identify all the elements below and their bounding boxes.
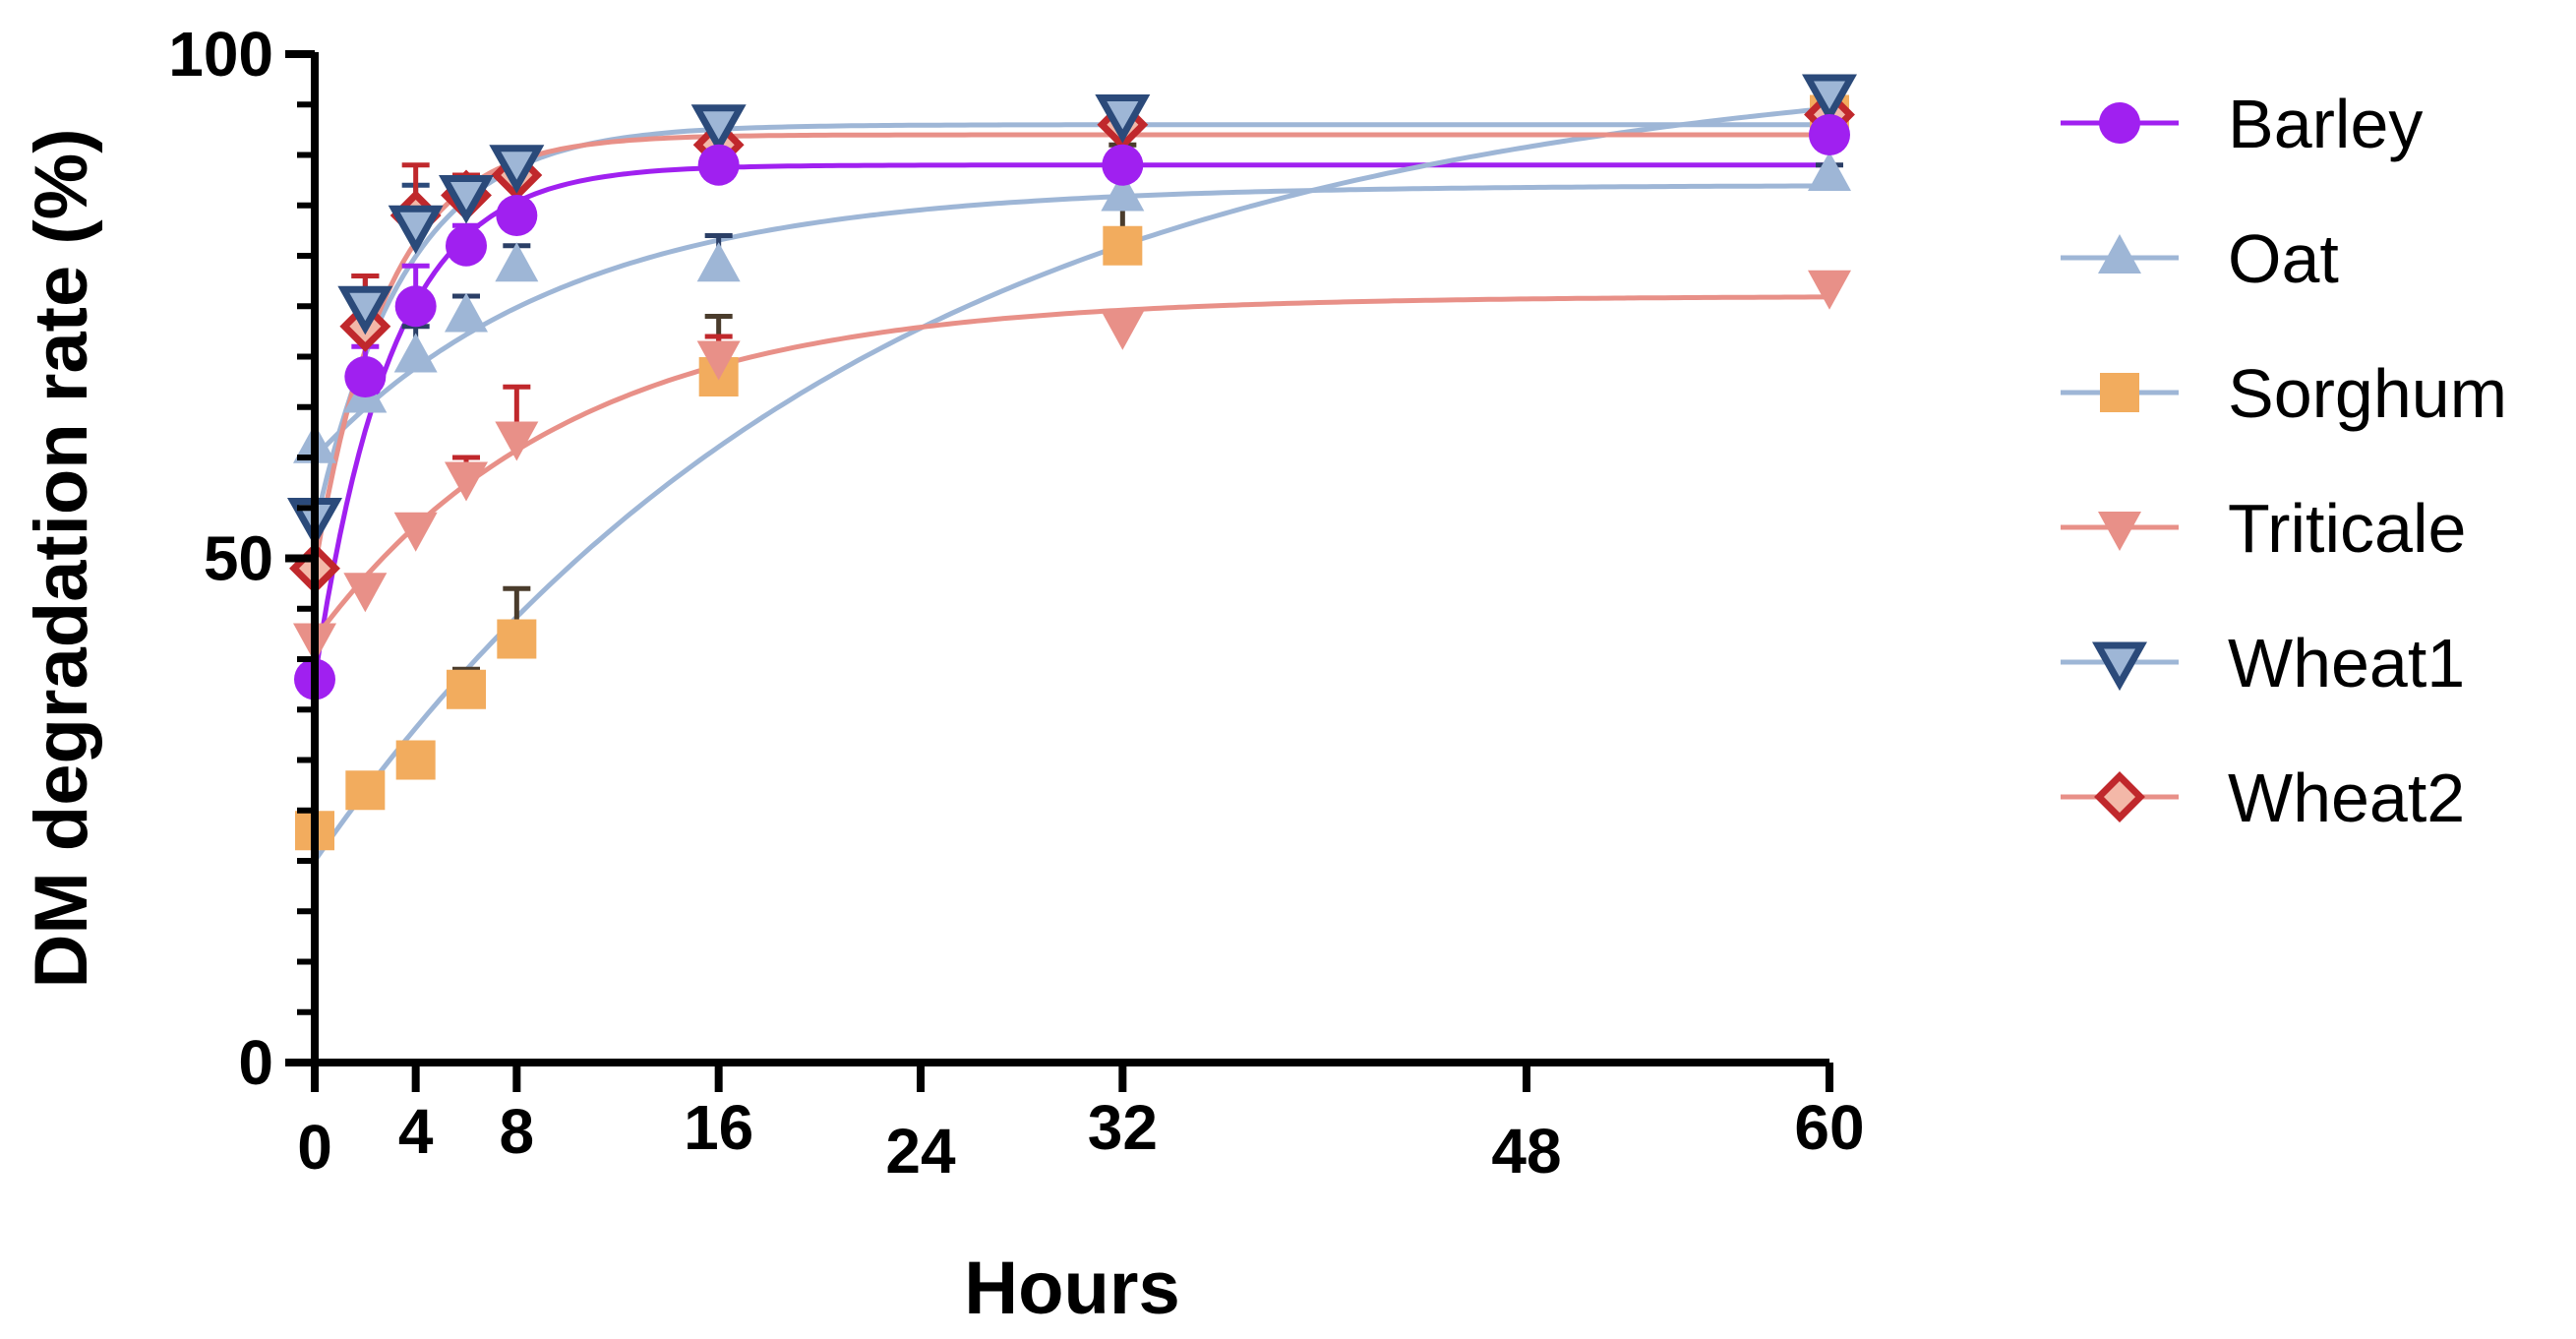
- legend-label: Barley: [2228, 86, 2423, 162]
- marker-triticale-16h: [696, 340, 741, 381]
- y-tick-label: 0: [238, 1027, 273, 1098]
- legend-marker: [2094, 771, 2145, 822]
- legend-item-sorghum: Sorghum: [2061, 355, 2507, 432]
- y-tick-label: 100: [168, 19, 273, 90]
- marker-oat-32h: [1101, 171, 1145, 212]
- data-markers: [287, 74, 1857, 851]
- marker-barley-32h: [1102, 144, 1144, 186]
- legend-label: Wheat1: [2228, 625, 2465, 701]
- marker-barley-6h: [446, 224, 487, 267]
- fit-line-wheat2: [312, 132, 1829, 570]
- legend-item-wheat1: Wheat1: [2061, 625, 2465, 701]
- marker-sorghum-4h: [395, 740, 436, 780]
- x-tick-label: 48: [1491, 1116, 1561, 1187]
- marker-wheat1-32h: [1095, 94, 1151, 144]
- marker-sorghum-32h: [1103, 225, 1143, 266]
- marker-triticale-8h: [495, 421, 539, 461]
- y-tick-label: 50: [204, 523, 273, 594]
- legend-item-wheat2: Wheat2: [2061, 760, 2465, 836]
- legend-marker: [2098, 234, 2141, 274]
- marker-triticale-60h: [1808, 270, 1851, 310]
- marker-wheat1-60h: [1802, 74, 1857, 124]
- legend-marker: [2098, 512, 2141, 551]
- marker-wheat1-6h: [439, 175, 494, 224]
- marker-oat-6h: [445, 292, 488, 333]
- marker-barley-2h: [344, 356, 387, 397]
- legend-marker: [2100, 373, 2139, 412]
- legend-item-oat: Oat: [2061, 220, 2339, 297]
- fit-lines: [312, 105, 1830, 863]
- marker-wheat1-8h: [489, 145, 545, 194]
- marker-oat-16h: [696, 242, 741, 282]
- legend-label: Triticale: [2228, 490, 2466, 567]
- legend-marker: [2099, 102, 2140, 144]
- x-tick-label: 8: [500, 1096, 535, 1167]
- x-tick-label: 0: [297, 1112, 332, 1183]
- marker-triticale-6h: [445, 461, 488, 502]
- legend-label: Wheat2: [2228, 760, 2465, 836]
- marker-barley-4h: [394, 285, 437, 328]
- marker-triticale-2h: [343, 573, 388, 613]
- legend-item-barley: Barley: [2061, 86, 2423, 162]
- error-bars: [351, 82, 1843, 791]
- legend: Barley Oat Sorghum Triticale Wheat1 Wheat2: [2061, 86, 2507, 836]
- x-tick-label: 24: [885, 1116, 956, 1187]
- legend-item-triticale: Triticale: [2061, 490, 2466, 567]
- marker-sorghum-2h: [345, 770, 386, 811]
- x-tick-label: 32: [1088, 1092, 1158, 1163]
- fit-line-triticale: [312, 294, 1829, 640]
- marker-barley-16h: [697, 144, 740, 186]
- marker-oat-4h: [393, 333, 438, 373]
- marker-sorghum-8h: [497, 619, 537, 659]
- marker-wheat1-2h: [337, 285, 393, 335]
- marker-barley-60h: [1809, 114, 1850, 155]
- y-axis-title: DM degradation rate (%): [20, 128, 103, 988]
- marker-triticale-4h: [393, 512, 438, 552]
- fit-line-sorghum: [312, 105, 1830, 863]
- marker-triticale-32h: [1101, 310, 1145, 350]
- fit-line-barley: [312, 162, 1829, 680]
- marker-oat-8h: [495, 242, 539, 282]
- x-tick-label: 4: [398, 1096, 434, 1167]
- x-axis-title: Hours: [964, 1247, 1180, 1330]
- marker-wheat1-4h: [388, 205, 444, 255]
- fit-line-oat: [313, 183, 1830, 459]
- legend-label: Oat: [2228, 220, 2339, 297]
- marker-sorghum-6h: [447, 669, 486, 709]
- marker-barley-8h: [496, 195, 538, 236]
- marker-wheat1-16h: [690, 104, 747, 153]
- legend-marker: [2092, 641, 2147, 692]
- legend-label: Sorghum: [2228, 355, 2507, 432]
- x-tick-label: 60: [1794, 1092, 1864, 1163]
- x-tick-label: 16: [684, 1092, 753, 1163]
- marker-oat-60h: [1808, 152, 1851, 191]
